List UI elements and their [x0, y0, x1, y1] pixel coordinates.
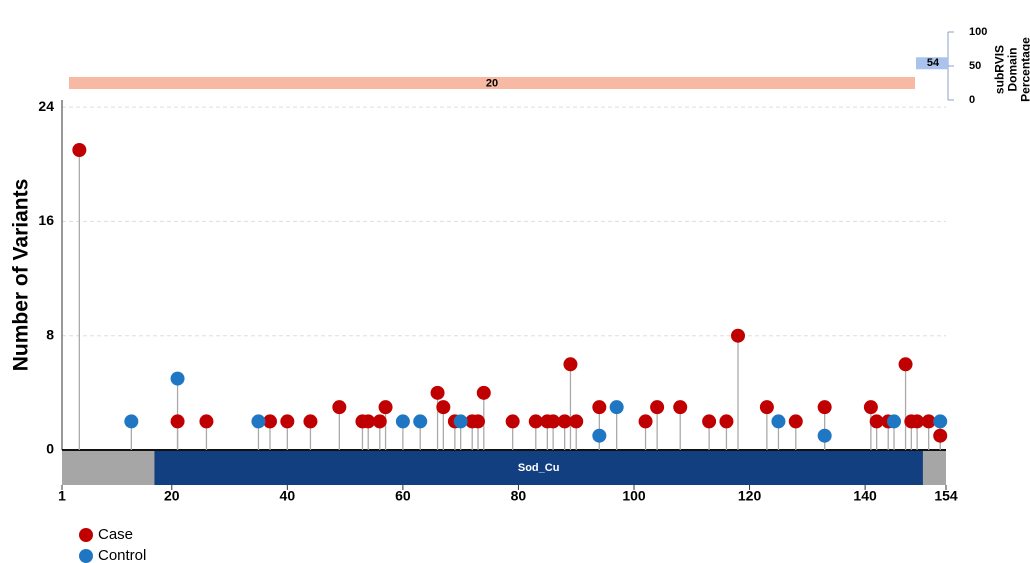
x-tick-label: 20 [164, 488, 180, 504]
lollipop-head [413, 414, 428, 429]
lollipop-head [378, 400, 393, 415]
x-tick-label: 1 [58, 488, 66, 504]
lollipop-head [650, 400, 665, 415]
lollipop-head [731, 328, 745, 343]
region-label: 20 [486, 77, 498, 89]
lollipop-head [372, 414, 387, 429]
lollipop-head [546, 414, 561, 429]
lollipop-head [124, 414, 139, 429]
lollipop-head [817, 400, 832, 415]
legend-label: Case [98, 526, 133, 543]
y-tick-label: 24 [38, 98, 54, 114]
legend-marker [79, 528, 93, 542]
x-tick-label: 60 [395, 488, 411, 504]
gauge-tick-label: 0 [969, 94, 975, 106]
lollipop-head [638, 414, 653, 429]
lollipop-head [910, 414, 925, 429]
lollipop-head [303, 414, 318, 429]
y-axis-title: Number of Variants [10, 179, 33, 372]
lollipop-head [505, 414, 520, 429]
y-tick-label: 0 [46, 441, 54, 457]
lollipop-head [863, 400, 878, 415]
lollipop-head [251, 414, 266, 429]
y-tick-label: 16 [38, 212, 54, 228]
lollipop-head [592, 428, 607, 443]
gauge-title: subRVIS Domain Percentage [992, 37, 1030, 102]
lollipop-head [361, 414, 376, 429]
legend-marker [79, 549, 93, 563]
lollipop-head [430, 385, 445, 400]
gauge-value-label: 54 [927, 57, 940, 69]
x-tick-label: 100 [622, 488, 646, 504]
lollipop-head [332, 400, 347, 415]
lollipop-head [887, 414, 901, 429]
lollipop-head [609, 400, 624, 415]
lollipop-head [471, 414, 485, 429]
domain-label: Sod_Cu [518, 462, 560, 474]
x-tick-label: 140 [853, 488, 877, 504]
lollipop-head [395, 414, 410, 429]
lollipop-head [563, 357, 578, 372]
region-band [69, 77, 915, 89]
gauge-tick-label: 100 [969, 26, 987, 38]
lollipop-head [170, 414, 185, 429]
lollipop-head [702, 414, 717, 429]
lollipop-head [817, 428, 832, 443]
lollipop-head [476, 385, 491, 400]
lollipop-head [569, 414, 584, 429]
gauge-tick-label: 50 [969, 60, 981, 72]
y-tick-label: 8 [46, 326, 54, 342]
lollipop-head [72, 143, 87, 157]
x-tick-label: 154 [934, 488, 958, 504]
lollipop-head [921, 414, 936, 429]
x-tick-label: 40 [280, 488, 296, 504]
lollipop-head [557, 414, 572, 429]
domain [154, 450, 923, 485]
lollipop-head [170, 371, 185, 386]
lollipop-head [453, 414, 468, 429]
x-tick-label: 120 [738, 488, 762, 504]
lollipop-head [673, 400, 688, 415]
lollipop-head [280, 414, 295, 429]
lollipop-head [199, 414, 214, 429]
lollipop-head [528, 414, 543, 429]
lollipop-head [759, 400, 774, 415]
lollipop-head [933, 428, 948, 443]
gauge-value [916, 57, 948, 70]
lollipop-head [788, 414, 803, 429]
x-tick-label: 80 [511, 488, 527, 504]
lollipop-head [592, 400, 607, 415]
lollipop-head [771, 414, 786, 429]
lollipop-head [436, 400, 451, 415]
lollipop-head [869, 414, 884, 429]
lollipop-head [898, 357, 913, 372]
lollipop-head [933, 414, 948, 429]
lollipop-head [719, 414, 734, 429]
legend-label: Control [98, 547, 146, 563]
lollipop-head [263, 414, 277, 429]
